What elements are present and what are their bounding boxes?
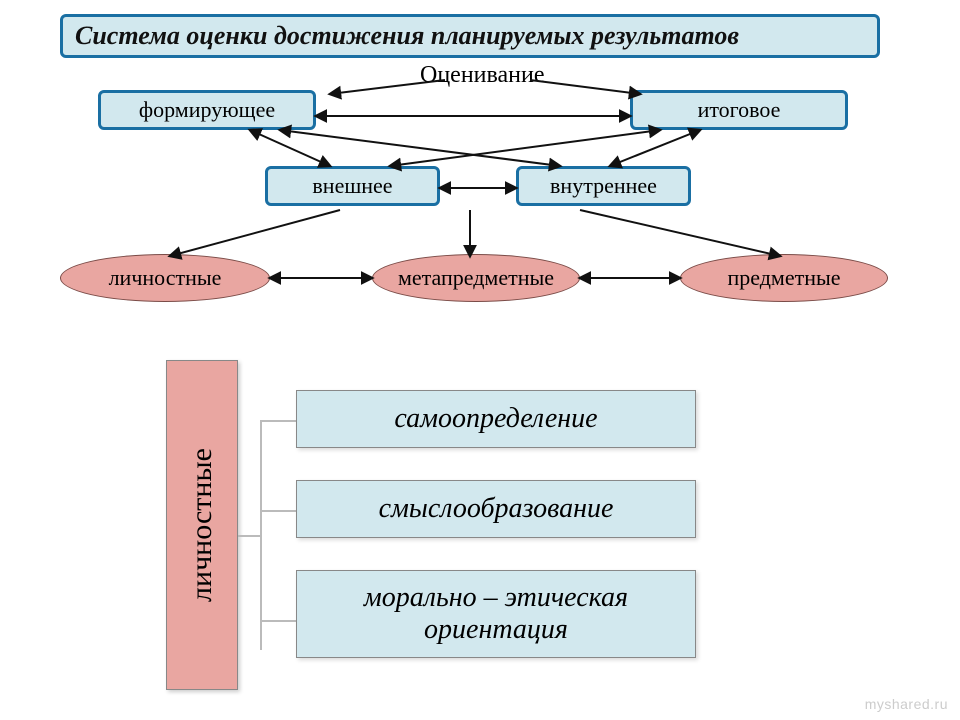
list-moral-ethical: морально – этическая ориентация xyxy=(296,570,696,658)
node-meta-ellipse: метапредметные xyxy=(372,254,580,302)
watermark: myshared.ru xyxy=(865,696,948,712)
sidebar-personal: личностные xyxy=(166,360,238,690)
sidebar-personal-label: личностные xyxy=(185,448,219,602)
node-subject-ellipse: предметные xyxy=(680,254,888,302)
list-meaning-formation: смыслообразование xyxy=(296,480,696,538)
node-summative: итоговое xyxy=(630,90,848,130)
node-personal-ellipse: личностные xyxy=(60,254,270,302)
list-self-determination: самоопределение xyxy=(296,390,696,448)
eval-label: Оценивание xyxy=(420,62,545,89)
node-external: внешнее xyxy=(265,166,440,206)
node-internal: внутреннее xyxy=(516,166,691,206)
diagram-title: Система оценки достижения планируемых ре… xyxy=(60,14,880,58)
node-formative: формирующее xyxy=(98,90,316,130)
